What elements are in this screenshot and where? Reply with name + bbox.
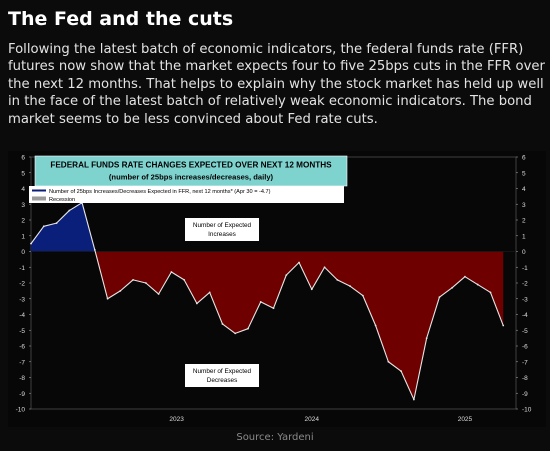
data-point xyxy=(387,360,390,363)
data-point xyxy=(170,271,173,273)
y-tick-label-right: -7 xyxy=(522,359,528,366)
x-tick-label: 2024 xyxy=(305,416,320,423)
data-point xyxy=(285,274,288,277)
chart-title: FEDERAL FUNDS RATE CHANGES EXPECTED OVER… xyxy=(50,161,332,170)
annotation-decreases-line1: Number of Expected xyxy=(193,368,252,375)
data-point xyxy=(361,294,364,297)
legend-recession-swatch xyxy=(32,196,46,201)
y-tick-label-left: -7 xyxy=(19,359,25,366)
annotation-increases-line1: Number of Expected xyxy=(193,222,252,229)
annotation-decreases-line2: Decreases xyxy=(207,377,238,384)
y-tick-label-right: 4 xyxy=(522,186,526,193)
data-point xyxy=(476,283,479,286)
data-point xyxy=(42,225,45,228)
data-point xyxy=(489,291,492,294)
ffr-expectations-chart: 6 6 5 5 4 4 3 3 2 2 1 1 0 0 -1 -1 -2 -2 -3 -3 -4 -4 -5 -5 -6 -6 -7… xyxy=(16,155,532,424)
y-tick-label-right: -10 xyxy=(522,407,532,414)
data-point xyxy=(234,332,237,335)
data-point xyxy=(119,289,122,292)
y-tick-label-left: 2 xyxy=(21,218,25,225)
data-point xyxy=(349,285,351,288)
y-tick-label-left: 5 xyxy=(21,170,25,177)
annotation-decreases-box xyxy=(185,364,259,387)
chart-panel: 6 6 5 5 4 4 3 3 2 2 1 1 0 0 -1 -1 -2 -2 -3 -3 -4 -4 -5 -5 -6 -6 -7… xyxy=(8,151,546,427)
data-point xyxy=(208,291,211,294)
data-point xyxy=(400,370,403,373)
data-point xyxy=(438,296,441,299)
series-line xyxy=(30,202,504,401)
data-point xyxy=(502,324,505,327)
data-point xyxy=(55,222,58,225)
data-point xyxy=(132,278,135,281)
data-point xyxy=(106,297,109,300)
chart-subtitle: (number of 25bps increases/decreases, da… xyxy=(109,173,274,182)
y-tick-label-right: 2 xyxy=(522,218,526,225)
y-tick-label-left: -6 xyxy=(19,344,25,351)
annotation-increases-line2: Increases xyxy=(208,231,236,238)
data-point xyxy=(247,327,249,330)
legend-series-label: Number of 25bps Increases/Decreases Expe… xyxy=(49,189,271,195)
y-tick-label-left: 4 xyxy=(21,186,25,193)
legend-recession-label: Recession xyxy=(49,197,75,203)
data-point xyxy=(157,293,160,295)
y-tick-label-left: -4 xyxy=(19,312,25,319)
source-note: Source: Yardeni xyxy=(236,432,314,443)
y-tick-label-left: 6 xyxy=(21,155,25,162)
data-point xyxy=(183,278,186,281)
data-point xyxy=(451,286,454,289)
data-point xyxy=(310,288,313,291)
y-tick-label-right: -2 xyxy=(522,281,528,288)
y-tick-label-right: 6 xyxy=(522,155,526,162)
y-tick-label-right: -1 xyxy=(522,265,528,272)
x-tick-label: 2025 xyxy=(458,416,473,423)
data-point xyxy=(272,307,275,310)
data-point xyxy=(68,209,71,212)
data-point xyxy=(425,337,428,340)
y-tick-label-left: -8 xyxy=(19,375,25,382)
data-point xyxy=(298,261,300,264)
data-point xyxy=(221,323,224,325)
y-tick-label-left: -3 xyxy=(19,296,25,303)
y-tick-label-left: -2 xyxy=(19,281,25,288)
y-tick-label-left: 1 xyxy=(21,233,25,240)
data-point xyxy=(144,282,147,284)
y-tick-label-right: -5 xyxy=(522,328,528,335)
data-point xyxy=(259,301,262,303)
data-point xyxy=(30,242,32,245)
annotation-increases-box xyxy=(185,218,259,241)
y-tick-label-left: -9 xyxy=(19,391,25,398)
area-positive xyxy=(31,202,96,252)
y-tick-label-left: 3 xyxy=(21,202,25,209)
slide-description: Following the latest batch of economic i… xyxy=(8,42,545,127)
data-point xyxy=(374,324,377,327)
data-point xyxy=(93,249,96,251)
data-point xyxy=(412,398,415,401)
y-tick-label-right: -4 xyxy=(522,312,528,319)
data-point xyxy=(323,266,326,269)
slide-title: The Fed and the cuts xyxy=(8,8,234,30)
y-tick-label-right: -8 xyxy=(522,375,528,382)
area-negative xyxy=(95,251,504,400)
data-point xyxy=(464,275,466,278)
data-layer xyxy=(30,201,516,401)
y-tick-label-right: 5 xyxy=(522,170,526,177)
y-tick-label-left: -5 xyxy=(19,328,25,335)
x-tick-label: 2023 xyxy=(169,416,184,423)
y-tick-label-left: 0 xyxy=(21,249,25,256)
y-tick-label-left: -1 xyxy=(19,265,25,272)
data-point xyxy=(336,278,339,281)
legend-box xyxy=(29,186,344,203)
y-tick-label-left: -10 xyxy=(16,407,26,414)
y-tick-label-right: -6 xyxy=(522,344,528,351)
y-tick-label-right: -9 xyxy=(522,391,528,398)
y-tick-label-right: 1 xyxy=(522,233,526,240)
y-tick-label-right: 3 xyxy=(522,202,526,209)
y-tick-label-right: -3 xyxy=(522,296,528,303)
chart-title-box xyxy=(34,155,348,187)
data-point xyxy=(196,302,198,305)
y-tick-label-right: 0 xyxy=(522,249,526,256)
axes-layer: 6 6 5 5 4 4 3 3 2 2 1 1 0 0 -1 -1 -2 -2 -3 -3 -4 -4 -5 -5 -6 -6 -7… xyxy=(16,155,532,424)
